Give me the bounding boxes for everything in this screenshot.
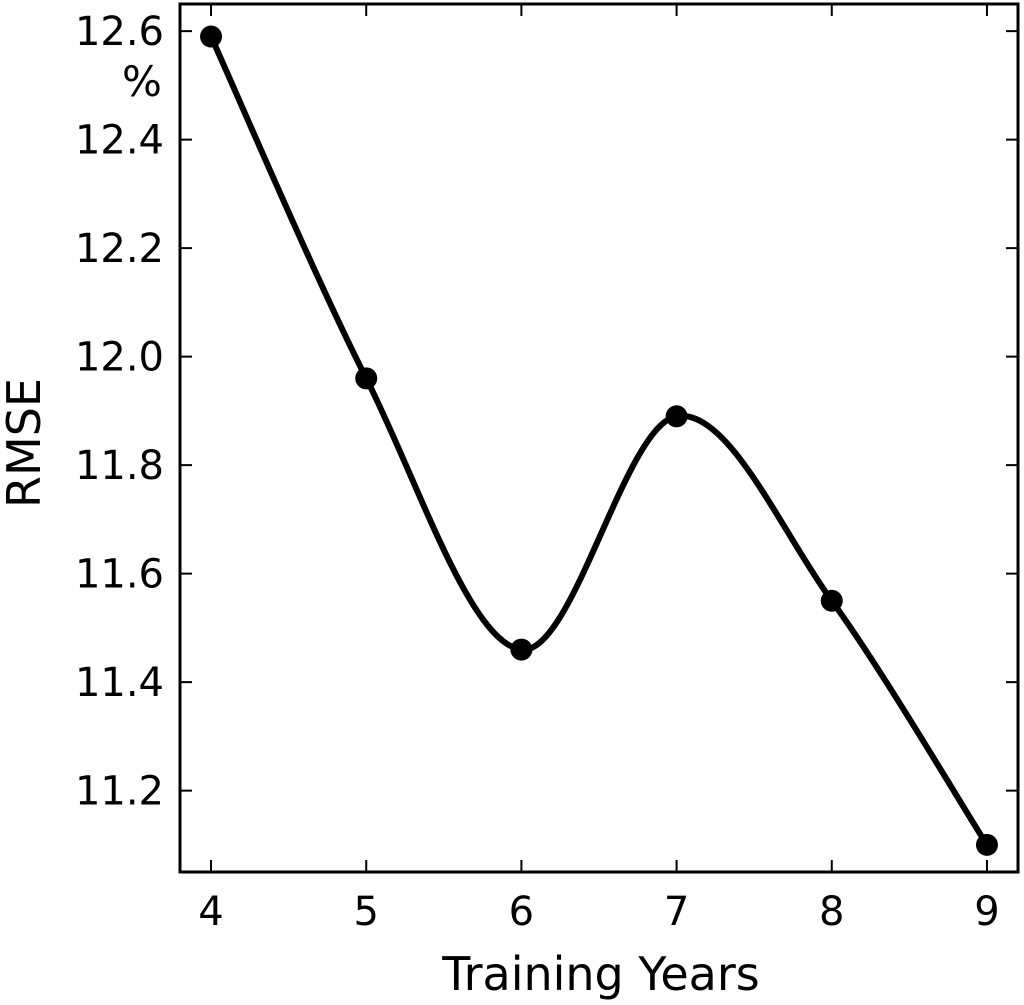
data-point — [510, 638, 533, 661]
points-layer — [200, 25, 998, 856]
y-tick-label: 11.2 — [75, 769, 164, 815]
y-tick-label: 12.0 — [75, 335, 164, 381]
y-axis-label: RMSE — [0, 378, 51, 508]
ticks-layer — [180, 4, 1018, 872]
y-tick-label: 11.8 — [75, 443, 164, 489]
y-tick-label: 11.6 — [75, 552, 164, 598]
plot-frame — [178, 2, 1020, 874]
y-tick-label: 11.4 — [75, 660, 164, 706]
x-tick-label: 6 — [509, 889, 534, 935]
y-tick-label: 12.2 — [75, 226, 164, 272]
data-point — [820, 589, 843, 612]
x-tick-label: 9 — [974, 889, 999, 935]
data-point — [665, 405, 688, 428]
y-tick-label: 12.6 — [75, 9, 164, 55]
x-tick-label: 5 — [353, 889, 378, 935]
x-tick-label: 4 — [198, 889, 223, 935]
x-tick-label: 8 — [819, 889, 844, 935]
tick-labels-layer: 4 5 6 7 8 9 11.2 11.4 11.6 11.8 12.0 12.2 12.4 12.6 — [75, 9, 1000, 935]
y-tick-label: 12.4 — [75, 118, 164, 164]
x-axis-label: Training Years — [441, 947, 760, 1001]
series-line — [208, 33, 990, 848]
y-unit-label: % — [122, 57, 162, 106]
data-point — [355, 367, 378, 390]
data-point — [200, 25, 223, 48]
data-point — [975, 833, 998, 856]
x-tick-label: 7 — [664, 889, 689, 935]
